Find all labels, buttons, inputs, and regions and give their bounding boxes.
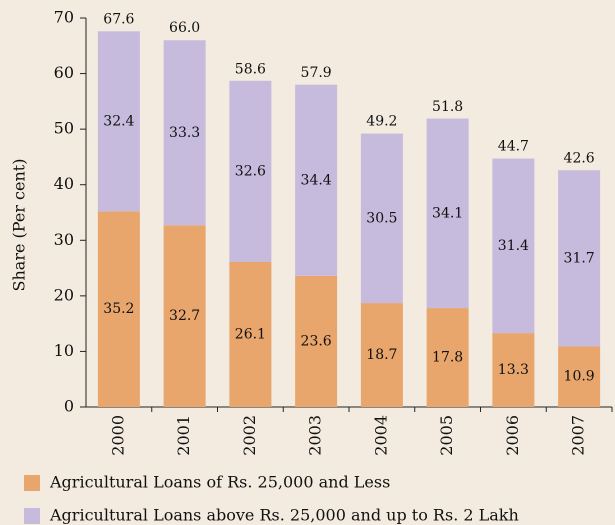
data-label: 17.8 (432, 350, 463, 366)
y-tick-label: 20 (54, 285, 74, 304)
y-tick-label: 10 (54, 341, 74, 360)
bar-segment (426, 308, 469, 407)
x-tick-label: 2007 (569, 415, 588, 456)
bar-segment (229, 80, 272, 262)
y-tick-label: 60 (54, 63, 74, 82)
data-label: 34.1 (432, 205, 463, 221)
bar-segment (97, 211, 140, 407)
x-tick-label: 2003 (306, 415, 325, 456)
total-label: 51.8 (432, 99, 463, 115)
data-label: 30.5 (366, 210, 397, 226)
bar-segment (558, 346, 601, 407)
total-label: 49.2 (366, 114, 397, 130)
data-label: 34.4 (301, 172, 332, 188)
bar-segment (163, 225, 206, 407)
data-label: 23.6 (301, 333, 332, 349)
total-label: 42.6 (564, 150, 595, 166)
total-label: 66.0 (169, 20, 200, 36)
bar-segment (426, 118, 469, 309)
total-label: 67.6 (103, 11, 134, 27)
data-label: 18.7 (366, 347, 397, 363)
bar-segment (360, 303, 403, 407)
x-tick-label: 2004 (371, 415, 390, 456)
data-label: 26.1 (235, 326, 266, 342)
y-tick-label: 70 (54, 8, 74, 27)
total-label: 58.6 (235, 61, 266, 77)
data-label: 32.6 (235, 163, 266, 179)
bar-segment (295, 84, 338, 276)
data-label: 10.9 (564, 369, 595, 385)
bar-segment (97, 31, 140, 212)
total-label: 44.7 (498, 139, 529, 155)
y-tick-label: 0 (64, 397, 74, 416)
bar-segment (295, 275, 338, 407)
x-tick-label: 2002 (240, 415, 259, 456)
bar-segment (163, 40, 206, 226)
legend-label: Agricultural Loans above Rs. 25,000 and … (49, 506, 519, 525)
legend-label: Agricultural Loans of Rs. 25,000 and Les… (49, 473, 390, 492)
bar-segment (229, 261, 272, 407)
bar-segment (360, 133, 403, 304)
x-tick-label: 2006 (503, 415, 522, 456)
legend-swatch (24, 508, 40, 524)
x-tick-label: 2000 (108, 415, 127, 456)
total-label: 57.9 (301, 65, 332, 81)
bar-segment (492, 333, 535, 407)
data-label: 35.2 (103, 301, 134, 317)
data-label: 33.3 (169, 125, 200, 141)
data-label: 31.4 (498, 238, 529, 254)
y-axis-label: Share (Per cent) (10, 159, 29, 292)
data-label: 32.7 (169, 308, 200, 324)
x-tick-label: 2001 (174, 415, 193, 456)
bar-segment (492, 158, 535, 334)
x-tick-label: 2005 (437, 415, 456, 456)
y-tick-label: 30 (54, 230, 74, 249)
y-tick-label: 40 (54, 174, 74, 193)
data-label: 31.7 (564, 250, 595, 266)
y-tick-label: 50 (54, 119, 74, 138)
data-label: 32.4 (103, 113, 134, 129)
data-label: 13.3 (498, 362, 529, 378)
legend-swatch (24, 475, 40, 491)
bar-segment (558, 170, 601, 347)
